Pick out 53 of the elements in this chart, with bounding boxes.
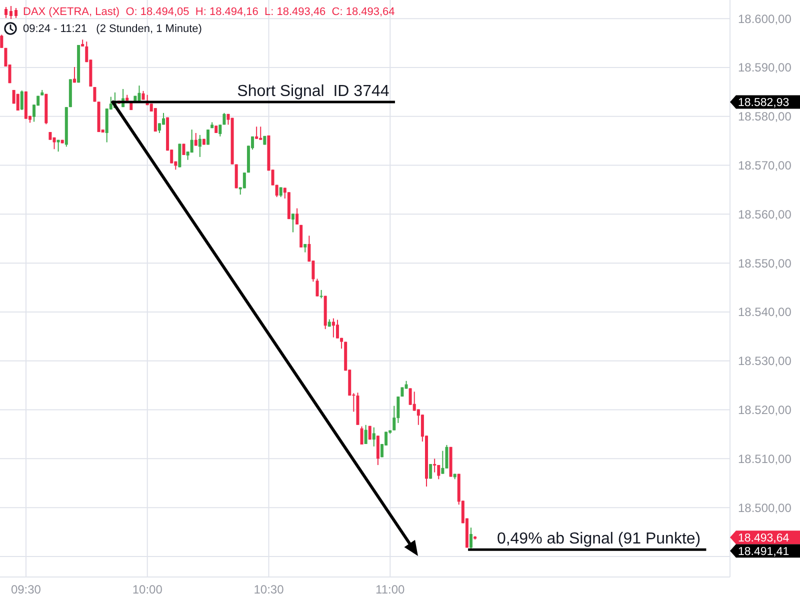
candlestick [470, 527, 472, 550]
annotation: 0,49% ab Signal (91 Punkte) [496, 530, 701, 548]
candlestick [20, 90, 24, 111]
x-tick-label: 09:30 [10, 582, 42, 597]
y-tick-label: 18.600,00 [738, 12, 792, 26]
y-tick-label: 18.570,00 [738, 158, 792, 173]
x-tick-label: 10:30 [254, 582, 284, 597]
text: 09:24 - 11:21 (2 Stunden, 1 Minute) [23, 22, 202, 36]
candlestick [364, 424, 368, 444]
candlestick [190, 129, 194, 154]
candlestick [376, 435, 380, 466]
y-tick-label: 18.520,00 [738, 403, 792, 418]
candlestick [441, 450, 444, 474]
y-tick-label: 18.550,00 [738, 256, 792, 270]
y-tick-label: 18.493,64 [738, 532, 790, 544]
x-tick-label: 11:00 [376, 582, 406, 597]
candlestick [154, 108, 157, 132]
candlestick [255, 126, 258, 140]
candlestick [72, 66, 76, 84]
candlestick [360, 426, 364, 445]
candlestick [259, 126, 262, 140]
candlestick [194, 132, 198, 146]
candlestick [291, 213, 294, 233]
y-tick-label: 18.590,00 [738, 60, 792, 75]
candlestick [198, 134, 202, 158]
y-tick-label: 18.580,00 [738, 110, 792, 124]
candlestick [316, 278, 319, 297]
y-tick-label: 18.530,00 [738, 354, 792, 368]
candlestick [218, 124, 222, 137]
annotation: Short Signal ID 3744 [237, 83, 390, 100]
candlestick [429, 464, 432, 480]
candlestick [300, 224, 303, 248]
text: DAX (XETRA, Last) O: 18.494,05 H: 18.494,16 L: 18.493,46 C: 18.493,64 [23, 5, 395, 19]
y-tick-label: 18.500,00 [738, 500, 792, 515]
y-tick-label: 18.560,00 [738, 207, 792, 222]
candlestick [437, 464, 440, 480]
x-tick-label: 10:00 [132, 582, 163, 597]
candlestick [372, 426, 376, 447]
y-tick-label: 18.540,00 [738, 305, 792, 320]
candlestick [433, 458, 436, 473]
y-tick-label: 18.582,93 [738, 97, 790, 110]
candlestick [412, 391, 416, 412]
y-tick-label: 18.510,00 [738, 452, 792, 466]
candlestick [336, 319, 339, 339]
y-tick-label: 18.491,41 [738, 546, 790, 558]
candlestick [296, 208, 299, 225]
candlestick [234, 164, 238, 189]
candlestick [242, 172, 246, 189]
candlestick [93, 86, 96, 102]
candlestick [158, 122, 161, 134]
candlestick [0, 34, 4, 48]
candlestick [320, 289, 323, 299]
candlestick [138, 85, 141, 102]
